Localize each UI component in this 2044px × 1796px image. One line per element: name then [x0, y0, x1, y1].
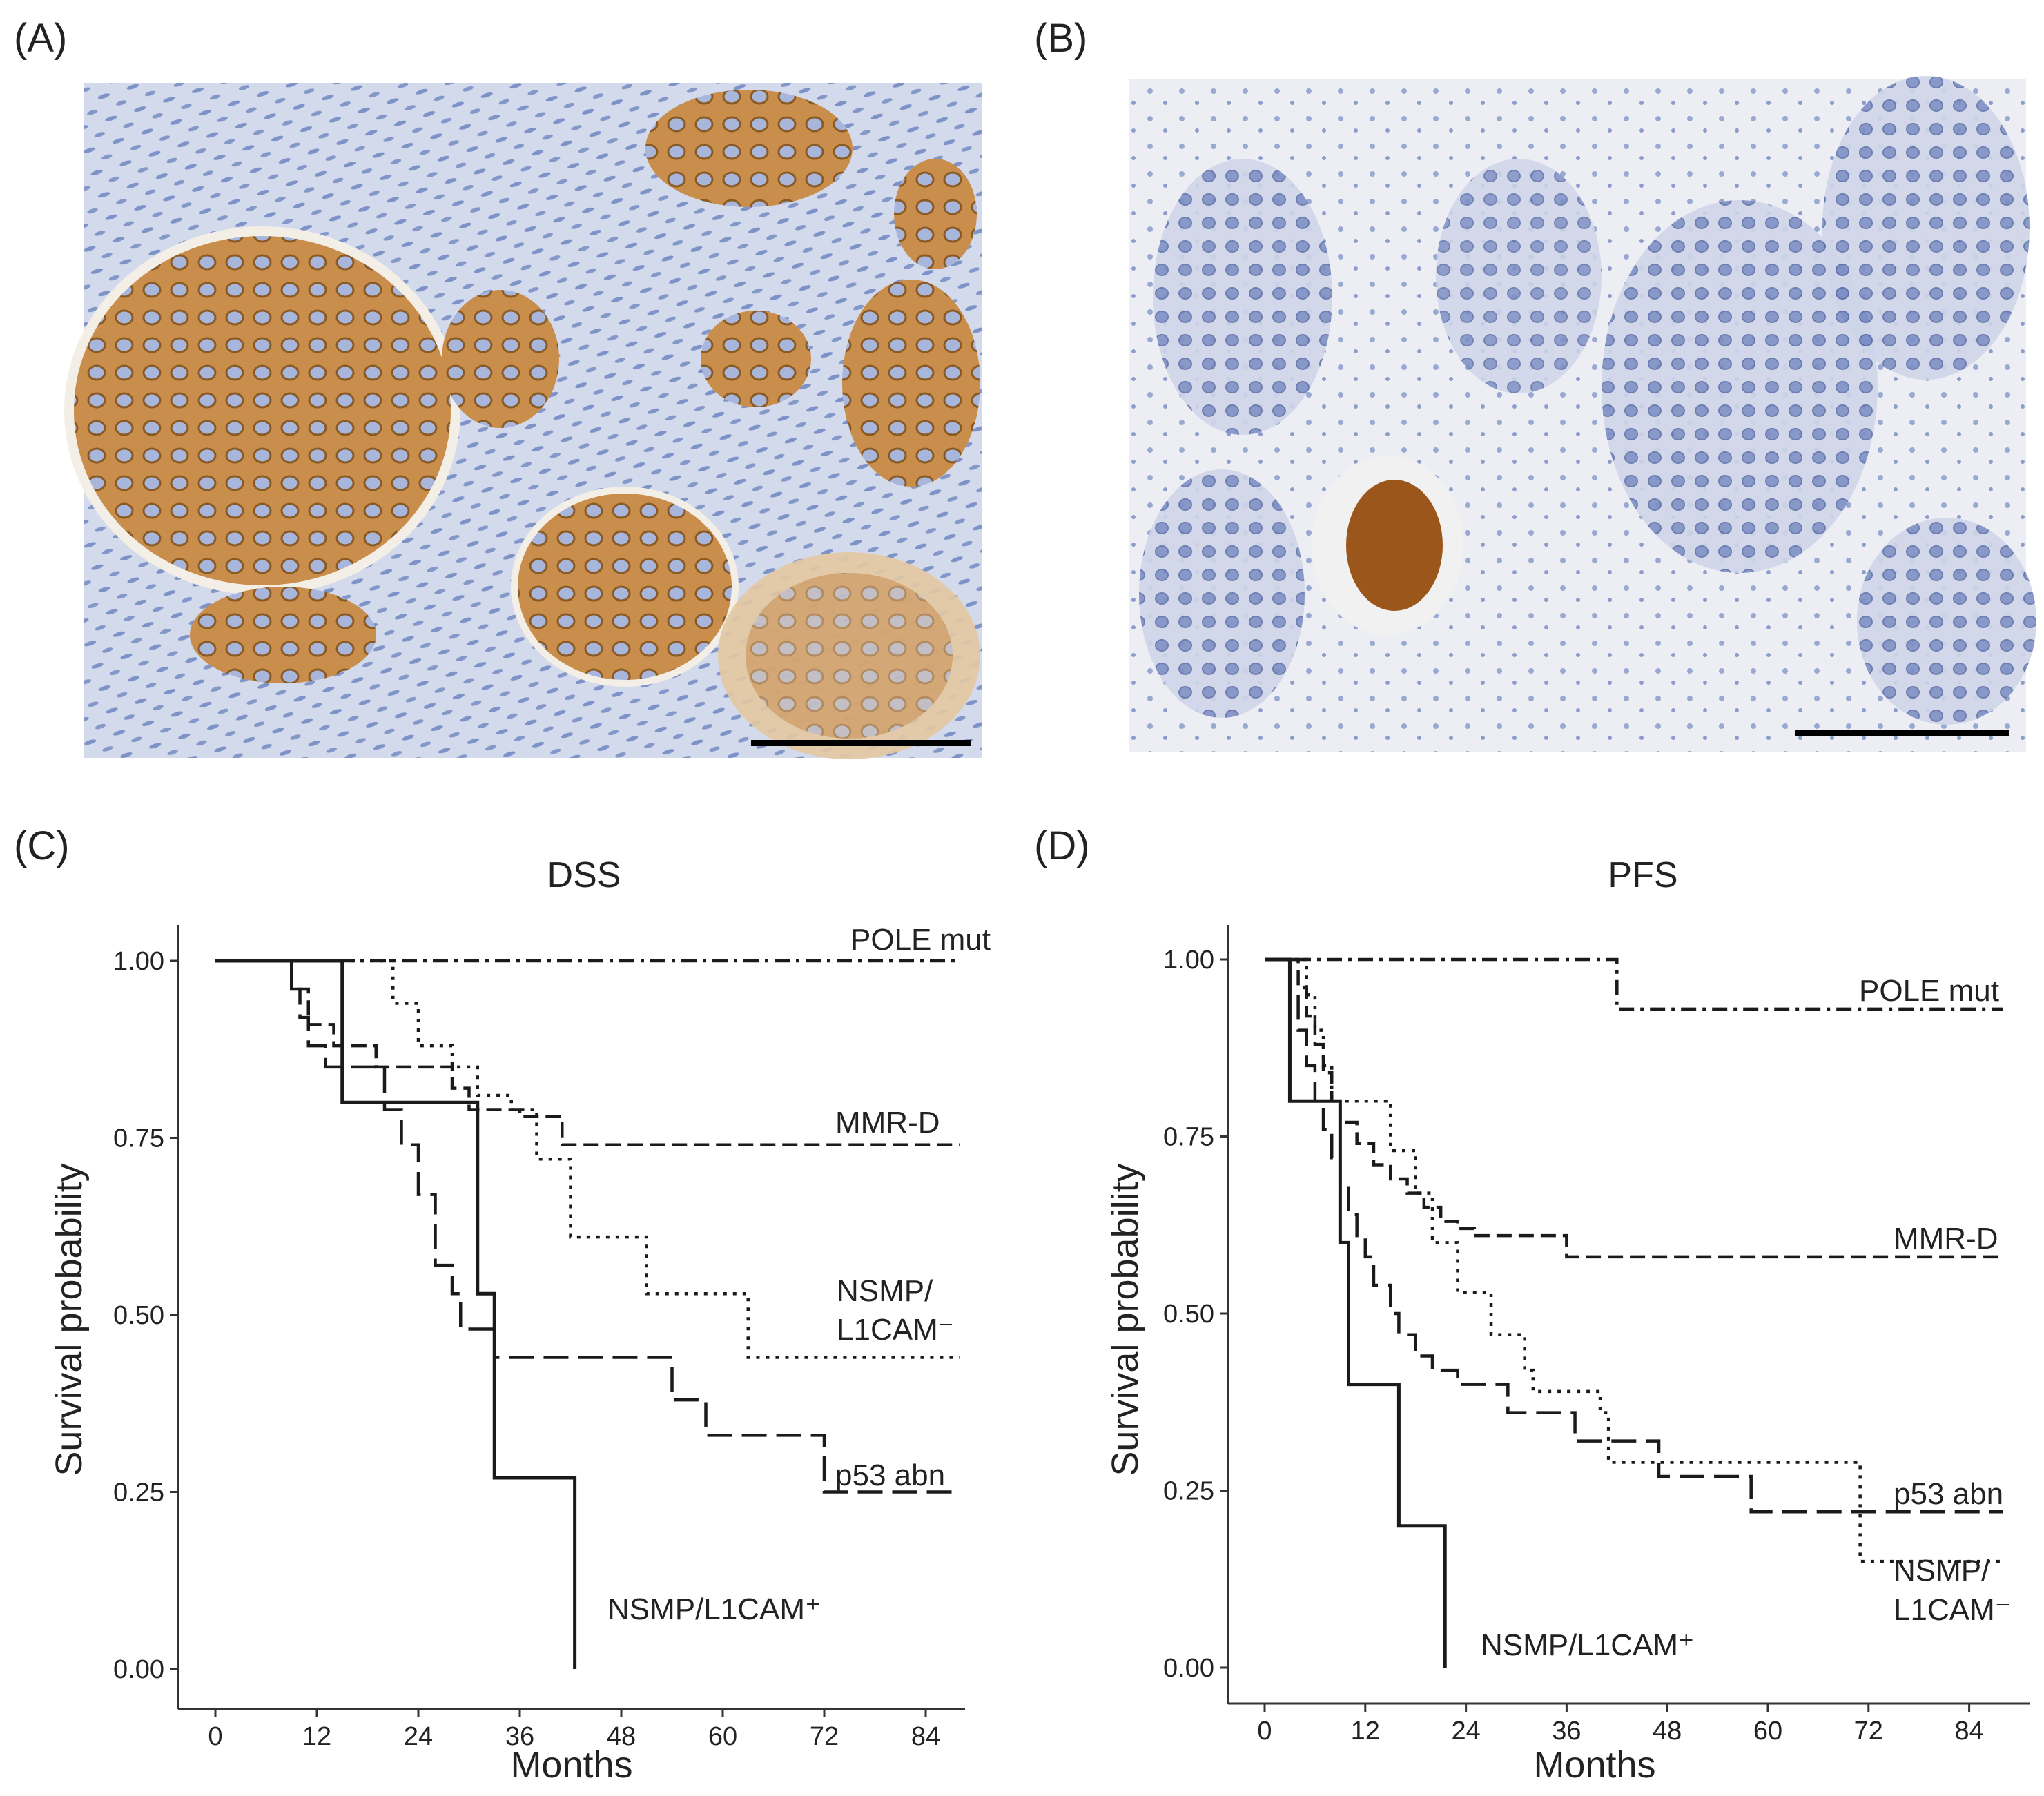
- chart-pfs: PFS 0 12 24 36 48 60 72 840.000.250.500.751.00 …: [1104, 855, 2030, 1786]
- km-curve-p53-abn: [215, 959, 960, 1494]
- y-tick-label: 0.00: [1163, 1654, 1214, 1683]
- chart-dss-ticks: 0 12 24 36 48 60 72 84 0.00 0.25 0.50 0.75 1.00: [113, 947, 940, 1751]
- y-tick-label: 0.00: [113, 1655, 164, 1684]
- series-label: POLE mut: [850, 923, 991, 957]
- x-tick-label: 12: [1351, 1717, 1380, 1746]
- km-curve-nsmp-l1cam-: [1265, 957, 2003, 1563]
- x-tick-label: 0: [1257, 1717, 1272, 1746]
- y-tick-label: 0.25: [113, 1478, 164, 1507]
- x-tick-label: 24: [1451, 1717, 1480, 1746]
- panel-d-letter: (D): [1034, 823, 1090, 868]
- km-curve-nsmp-l1cam-: [215, 959, 960, 1359]
- series-label: p53 abn: [835, 1458, 945, 1492]
- micrograph-b: [1129, 76, 2036, 752]
- series-label: MMR-D: [835, 1106, 940, 1140]
- x-tick-label: 84: [1954, 1717, 1983, 1746]
- y-tick-label: 0.75: [1163, 1123, 1214, 1152]
- chart-dss-curve-labels: POLE mut MMR-D NSMP/L1CAM⁻ p53 abn NSMP/L1CA…: [607, 923, 991, 1626]
- y-tick-label: 0.25: [1163, 1477, 1214, 1506]
- chart-dss-title: DSS: [547, 855, 621, 895]
- series-label: NSMP/L1CAM⁺: [1481, 1628, 1694, 1662]
- panel-a-letter: (A): [14, 16, 67, 61]
- km-curve-pole-mut: [1265, 957, 2003, 1011]
- panel-b-letter: (B): [1034, 16, 1087, 61]
- chart-pfs-y-label: Survival probability: [1104, 1163, 1146, 1476]
- panel-c-letter: (C): [14, 823, 70, 868]
- series-label: NSMP/L1CAM⁺: [607, 1592, 821, 1626]
- chart-pfs-curve-labels: POLE mut MMR-D NSMP/L1CAM⁻ p53 abn NSMP/L1CA…: [1481, 974, 2011, 1662]
- x-tick-label: 36: [1552, 1717, 1581, 1746]
- y-tick-label: 0.50: [1163, 1300, 1214, 1329]
- micrograph-a: [64, 83, 982, 759]
- chart-pfs-title: PFS: [1608, 855, 1677, 895]
- km-curve-p53-abn: [1265, 957, 2003, 1514]
- km-curve-nsmp-l1cam-: [1265, 957, 1447, 1668]
- y-tick-label: 0.75: [113, 1124, 164, 1153]
- series-label: NSMP/L1CAM⁻: [837, 1274, 954, 1347]
- x-tick-label: 72: [810, 1722, 839, 1751]
- chart-dss: DSS 0 12 24 36 48 60 72 840.000.250.500.751.00 …: [48, 855, 991, 1786]
- chart-pfs-x-label: Months: [1533, 1744, 1655, 1786]
- y-tick-label: 1.00: [113, 947, 164, 976]
- x-tick-label: 72: [1854, 1717, 1883, 1746]
- chart-dss-y-label: Survival probability: [48, 1163, 90, 1476]
- km-curve-mmr-d: [1265, 957, 2003, 1259]
- x-tick-label: 0: [208, 1722, 222, 1751]
- y-tick-label: 0.50: [113, 1301, 164, 1330]
- km-curve-nsmp-l1cam-: [215, 959, 577, 1669]
- x-tick-label: 60: [1753, 1717, 1782, 1746]
- km-curve-mmr-d: [215, 959, 960, 1147]
- x-tick-label: 60: [708, 1722, 737, 1751]
- x-tick-label: 48: [1653, 1717, 1682, 1746]
- x-tick-label: 12: [302, 1722, 331, 1751]
- y-tick-label: 1.00: [1163, 946, 1214, 975]
- series-label: p53 abn: [1894, 1477, 2003, 1511]
- chart-pfs-ticks: 0 12 24 36 48 60 72 84 0.00 0.25 0.50 0.75 1.00: [1163, 946, 1984, 1746]
- chart-dss-curves: [215, 959, 960, 1669]
- x-tick-label: 36: [505, 1722, 534, 1751]
- chart-pfs-curves: [1265, 957, 2003, 1668]
- chart-dss-x-label: Months: [510, 1744, 632, 1786]
- series-label: NSMP/L1CAM⁻: [1894, 1554, 2011, 1627]
- x-tick-label: 48: [607, 1722, 636, 1751]
- x-tick-label: 24: [404, 1722, 433, 1751]
- x-tick-label: 84: [911, 1722, 940, 1751]
- series-label: POLE mut: [1859, 974, 1999, 1008]
- series-label: MMR-D: [1894, 1222, 1998, 1256]
